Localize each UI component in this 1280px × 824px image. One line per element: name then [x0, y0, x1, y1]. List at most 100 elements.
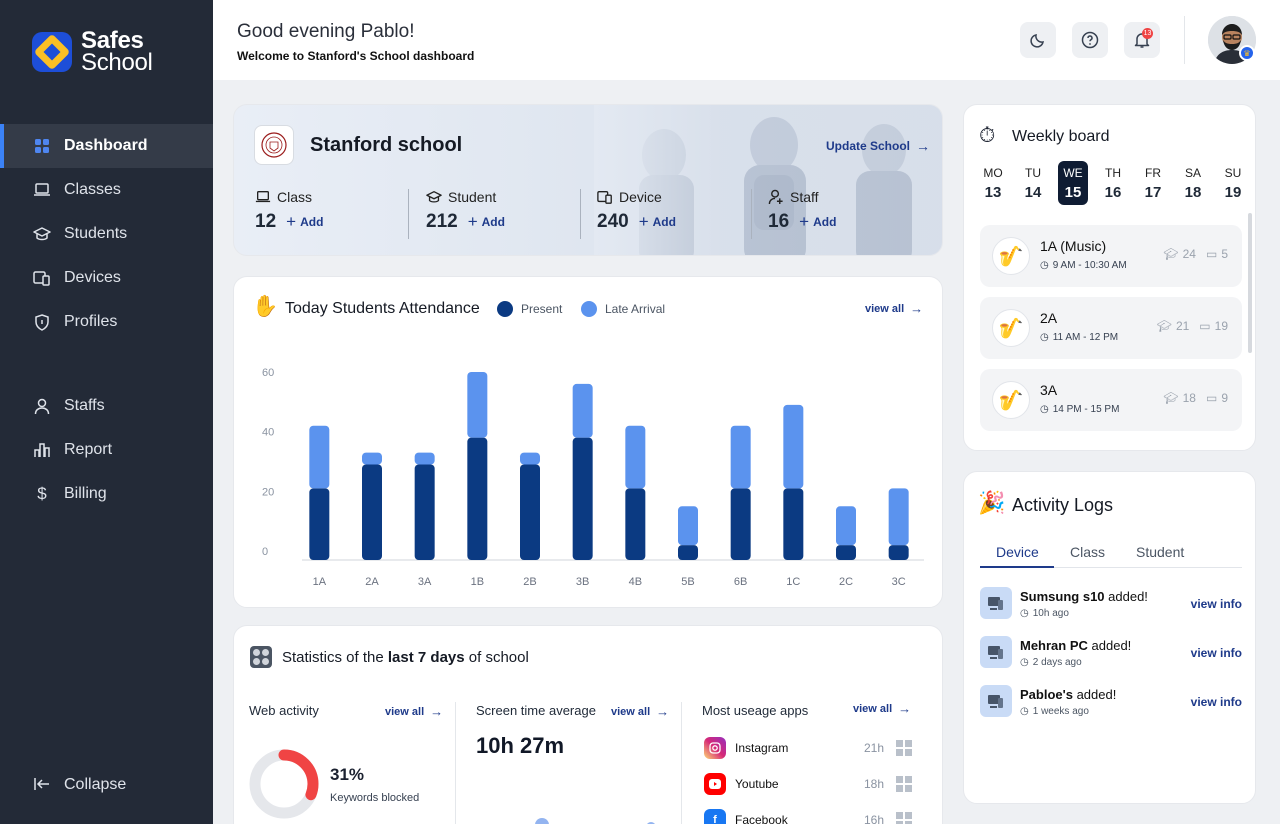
sidebar-item-profiles[interactable]: Profiles: [0, 300, 213, 344]
column-divider: [681, 702, 682, 824]
day-date: 13: [984, 184, 1002, 201]
bar-present-1a[interactable]: [309, 488, 330, 560]
bar-late-1b[interactable]: [467, 371, 488, 438]
stat-label: Staff: [790, 189, 819, 205]
sidebar-item-staffs[interactable]: Staffs: [0, 384, 213, 428]
bar-late-3c[interactable]: [888, 488, 909, 546]
student-count: 24: [1182, 247, 1196, 261]
screen-time-value: 10h 27m: [476, 733, 565, 758]
bar-present-1c[interactable]: [783, 488, 804, 560]
notifications-button[interactable]: 13: [1124, 22, 1160, 58]
sidebar-item-students[interactable]: Students: [0, 212, 213, 256]
legend-dot-present: [497, 301, 513, 317]
day-name: MO: [983, 166, 1003, 180]
app-time: 21h: [864, 741, 885, 755]
sidebar-item-billing[interactable]: $ Billing: [0, 472, 213, 516]
greeting: Good evening Pablo!: [237, 21, 415, 42]
legend-label: Late Arrival: [605, 302, 666, 316]
tab-device[interactable]: Device: [996, 544, 1039, 560]
bar-late-3b[interactable]: [572, 383, 593, 438]
bar-late-6b[interactable]: [730, 425, 751, 489]
windows-icon: [896, 812, 912, 824]
bar-present-5b[interactable]: [678, 545, 698, 560]
class-list-scrollbar[interactable]: [1248, 213, 1252, 353]
sidebar: Safes School Dashboard Classes Students: [0, 0, 213, 824]
clock-icon: ◷: [1040, 404, 1049, 415]
y-tick-label: 0: [262, 546, 268, 558]
add-class-button[interactable]: + Add: [286, 212, 323, 232]
tab-student[interactable]: Student: [1136, 544, 1185, 560]
sidebar-item-dashboard[interactable]: Dashboard: [0, 124, 213, 168]
bar-late-5b[interactable]: [678, 506, 698, 546]
collapse-button[interactable]: Collapse: [33, 776, 126, 794]
day-name: FR: [1145, 166, 1161, 180]
day-tu[interactable]: TU 14: [1018, 161, 1048, 205]
screen-time-view-all-link[interactable]: view all →: [611, 704, 669, 719]
dark-mode-button[interactable]: [1020, 22, 1056, 58]
class-item-2a[interactable]: 🎷 2A ◷ 11 AM - 12 PM 🎓︎ 21 ▭ 19: [980, 297, 1242, 359]
bar-late-2a[interactable]: [362, 452, 382, 465]
tab-class[interactable]: Class: [1070, 544, 1106, 560]
bar-late-3a[interactable]: [414, 452, 435, 465]
devices-icon: ▭: [1205, 391, 1218, 405]
view-info-link[interactable]: view info: [1190, 695, 1242, 709]
bar-present-6b[interactable]: [730, 488, 751, 560]
sidebar-item-devices[interactable]: Devices: [0, 256, 213, 300]
brand-logo[interactable]: Safes School: [32, 29, 153, 75]
add-student-button[interactable]: + Add: [468, 212, 505, 232]
sidebar-item-report[interactable]: Report: [0, 428, 213, 472]
day-we[interactable]: WE 15: [1058, 161, 1088, 205]
stove-icon: [250, 646, 272, 668]
bar-present-2c[interactable]: [836, 545, 856, 560]
day-mo[interactable]: MO 13: [978, 161, 1008, 205]
arrow-right-icon: →: [910, 301, 924, 316]
day-sa[interactable]: SA 18: [1178, 161, 1208, 205]
graduation-cap-icon: 🎓︎: [1156, 319, 1172, 333]
sidebar-item-classes[interactable]: Classes: [0, 168, 213, 212]
view-info-link[interactable]: view info: [1190, 646, 1242, 660]
welcome-text: Welcome to Stanford's School dashboard: [237, 49, 475, 63]
class-item-1a[interactable]: 🎷 1A (Music) ◷ 9 AM - 10:30 AM 🎓︎ 24 ▭ 5: [980, 225, 1242, 287]
help-button[interactable]: [1072, 22, 1108, 58]
update-school-link[interactable]: Update School →: [826, 138, 930, 154]
school-card: Stanford school Update School → Class 12…: [233, 104, 943, 256]
bar-late-1c[interactable]: [783, 404, 804, 489]
bar-late-2b[interactable]: [520, 452, 540, 465]
day-th[interactable]: TH 16: [1098, 161, 1128, 205]
app-row-facebook[interactable]: f Facebook 16h: [704, 808, 914, 824]
shield-icon: [33, 313, 51, 331]
bar-present-3c[interactable]: [888, 545, 909, 560]
bar-present-3b[interactable]: [572, 437, 593, 560]
devices-icon: [33, 269, 51, 287]
app-row-instagram[interactable]: Instagram 21h: [704, 736, 914, 760]
day-fr[interactable]: FR 17: [1138, 161, 1168, 205]
statistics-title-pre: Statistics of the: [282, 649, 388, 666]
class-item-3a[interactable]: 🎷 3A ◷ 14 PM - 15 PM 🎓︎ 18 ▭ 9: [980, 369, 1242, 431]
web-activity-view-all-link[interactable]: view all →: [385, 704, 443, 719]
bar-late-4b[interactable]: [625, 425, 646, 489]
day-su[interactable]: SU 19: [1218, 161, 1248, 205]
bar-late-2c[interactable]: [836, 506, 856, 546]
devices-icon: ▭: [1205, 247, 1218, 261]
web-activity-title: Web activity: [249, 703, 319, 718]
app-row-youtube[interactable]: Youtube 18h: [704, 772, 914, 796]
facebook-icon: f: [704, 809, 726, 824]
clock-icon: ◷: [1040, 260, 1049, 271]
bar-present-2a[interactable]: [362, 464, 382, 561]
log-time-text: 1 weeks ago: [1032, 706, 1089, 717]
attendance-view-all-link[interactable]: view all →: [865, 301, 923, 316]
bar-present-3a[interactable]: [414, 464, 435, 561]
add-device-button[interactable]: + Add: [639, 212, 676, 232]
class-meta: 🎓︎ 18 ▭ 9: [1153, 391, 1228, 405]
add-staff-button[interactable]: + Add: [799, 212, 836, 232]
device-count: 19: [1214, 319, 1228, 333]
y-tick-label: 60: [262, 367, 274, 379]
view-info-link[interactable]: view info: [1190, 597, 1242, 611]
statistics-title-post: of school: [464, 649, 529, 666]
log-title: Pabloe's added!: [1020, 687, 1116, 702]
bar-present-2b[interactable]: [520, 464, 540, 561]
bar-present-4b[interactable]: [625, 488, 646, 560]
bar-present-1b[interactable]: [467, 437, 488, 560]
apps-view-all-link[interactable]: view all →: [853, 701, 911, 716]
bar-late-1a[interactable]: [309, 425, 330, 489]
